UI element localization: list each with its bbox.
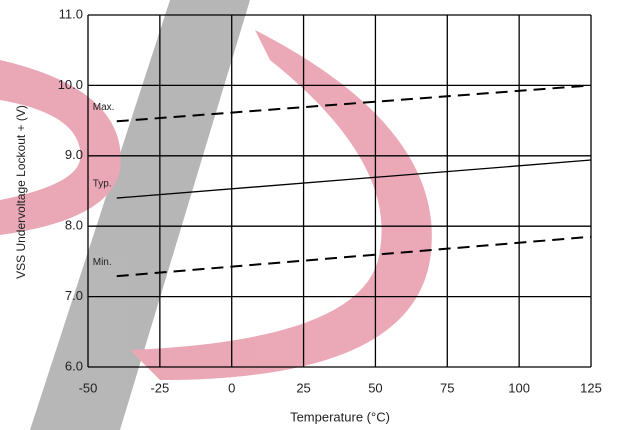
- y-tick-label: 7.0: [65, 288, 83, 303]
- y-tick-label: 9.0: [65, 147, 83, 162]
- series-label: Min.: [93, 257, 112, 268]
- y-tick-label: 11.0: [59, 6, 83, 21]
- watermark-arc: [130, 30, 432, 380]
- x-tick-label: 25: [296, 380, 310, 395]
- series-line: [116, 159, 592, 199]
- series-line: [116, 84, 592, 123]
- x-axis-label: Temperature (°C): [290, 409, 390, 424]
- x-tick-label: 100: [508, 380, 530, 395]
- y-axis-label: VSS Undervoltage Lockout + (V): [14, 105, 28, 279]
- series-label: Max.: [93, 102, 115, 113]
- x-tick-label: 50: [368, 380, 382, 395]
- y-tick-label: 6.0: [65, 358, 83, 373]
- series-label: Typ.: [93, 179, 112, 190]
- series-line: [116, 235, 592, 278]
- y-tick-label: 8.0: [65, 218, 83, 233]
- watermark: [0, 0, 432, 430]
- y-tick-label: 10.0: [58, 77, 83, 92]
- x-tick-label: 125: [580, 380, 602, 395]
- watermark-band: [30, 0, 250, 430]
- x-tick-label: -25: [150, 380, 169, 395]
- x-tick-label: -50: [79, 380, 98, 395]
- x-tick-label: 75: [440, 380, 454, 395]
- x-tick-label: 0: [228, 380, 235, 395]
- watermark-arc: [0, 60, 121, 235]
